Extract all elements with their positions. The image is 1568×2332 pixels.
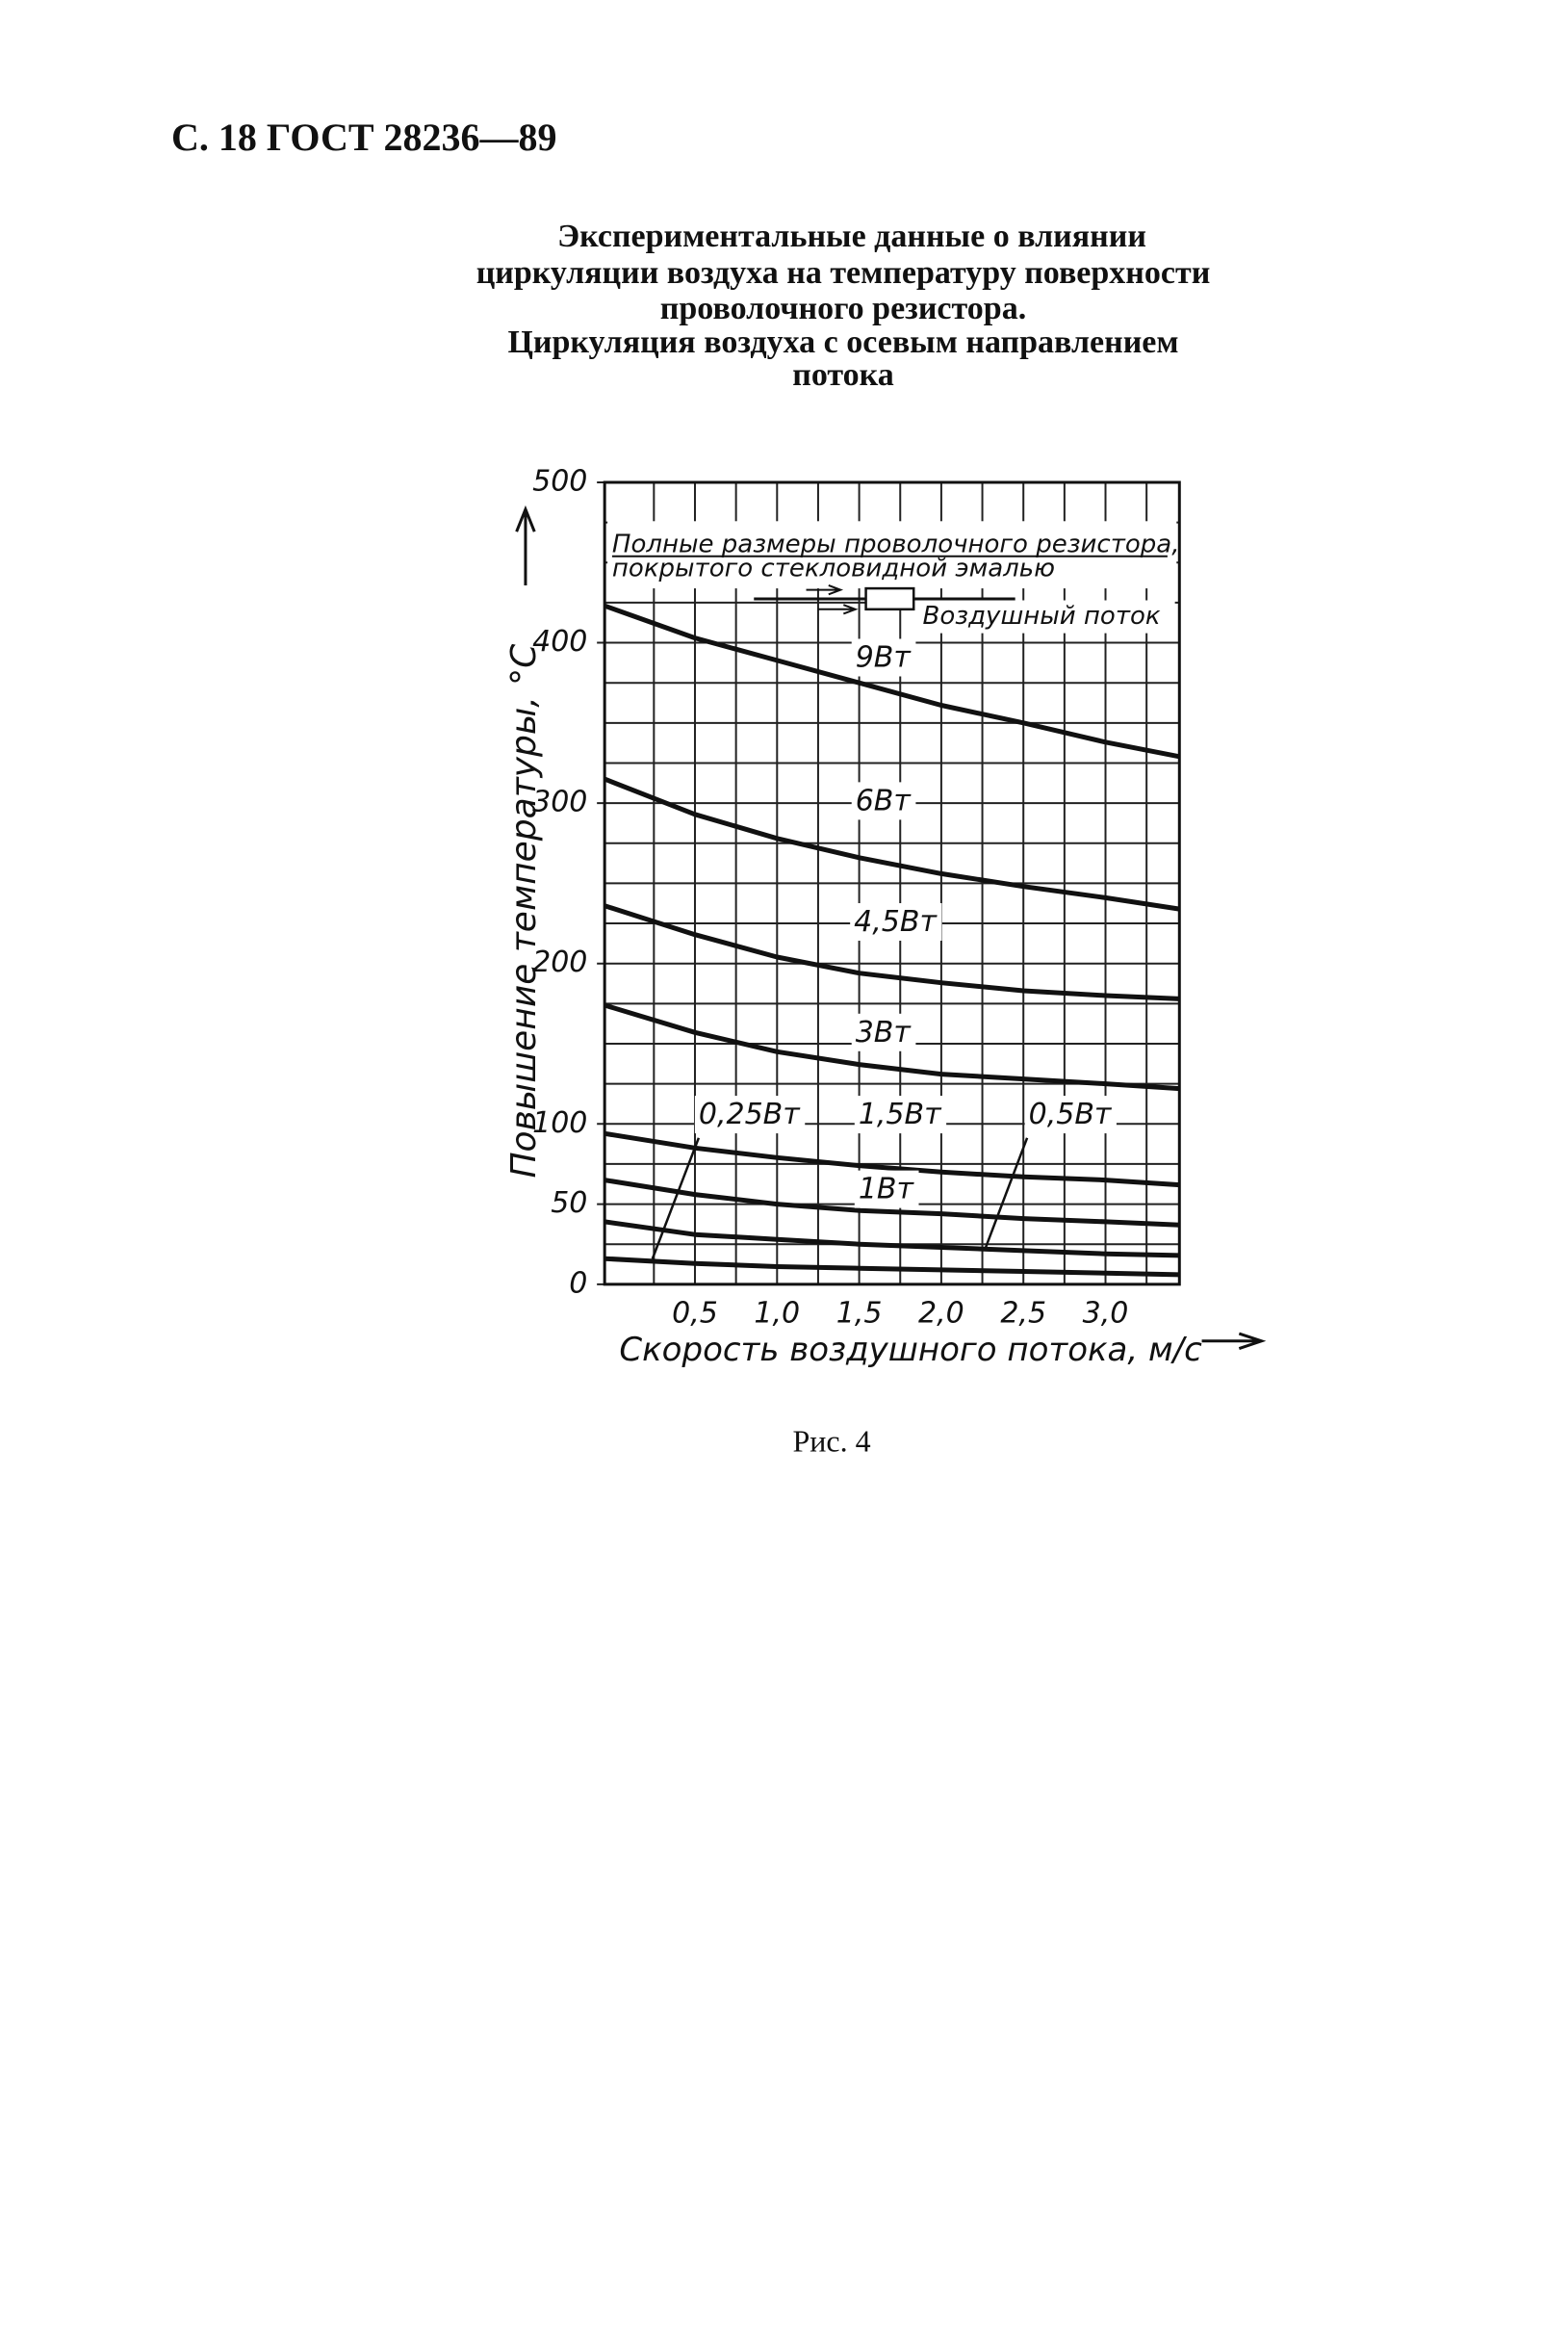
resistor-icon <box>864 586 915 611</box>
series-line <box>604 1130 1180 1188</box>
y-tick-label: 300 <box>532 786 587 819</box>
flow-arrow <box>806 584 859 615</box>
plot-frame <box>603 480 1181 1286</box>
label-background <box>851 1013 916 1051</box>
series-label: 3Вт <box>856 1016 913 1049</box>
flow-label: Воздушный поток <box>923 602 1161 631</box>
label-background <box>851 782 916 820</box>
series-label: 1Вт <box>859 1173 915 1206</box>
y-axis-label: Повышение температуры, °С <box>504 643 544 1179</box>
x-tick-label: 1,5 <box>836 1296 883 1330</box>
series-line <box>604 776 1180 912</box>
title: Экспериментальные данные о влиянии цирку… <box>476 219 1211 393</box>
y-tick-label: 500 <box>532 464 587 498</box>
label-background <box>854 1096 947 1134</box>
note-background <box>607 521 1177 589</box>
note-line: покрытого стекловидной эмалью <box>612 554 1055 583</box>
x-tick-label: 2,0 <box>918 1296 964 1330</box>
x-axis-label: Скорость воздушного потока, м/с <box>619 1331 1202 1369</box>
y-tick-label: 200 <box>532 946 587 979</box>
note-line: Полные размеры проволочного резистора, <box>612 531 1180 559</box>
series-label: 0,25Вт <box>699 1098 801 1131</box>
x-tick-label: 1,0 <box>754 1296 800 1330</box>
x-tick-label: 0,5 <box>672 1296 718 1330</box>
series-label: 9Вт <box>856 640 913 674</box>
label-background <box>850 903 942 942</box>
series-line <box>604 1178 1180 1228</box>
leader-line <box>651 1137 701 1259</box>
y-tick-label: 400 <box>532 625 587 659</box>
flow-background <box>913 600 1175 634</box>
label-background <box>1024 1096 1117 1134</box>
title-line: потока <box>792 357 893 393</box>
y-arrow <box>515 505 536 585</box>
x-tick-label: 2,5 <box>1000 1296 1046 1330</box>
x-tick-label: 3,0 <box>1083 1296 1129 1330</box>
label-background <box>694 1096 806 1134</box>
series-label: 1,5Вт <box>859 1098 942 1131</box>
caption: Рис. 4 <box>792 1423 870 1458</box>
series-label: 4,5Вт <box>854 905 938 939</box>
series-label: 0,5Вт <box>1029 1098 1113 1131</box>
title-line: Циркуляция воздуха с осевым направлением <box>507 324 1178 360</box>
series-line <box>604 1002 1180 1092</box>
x-arrow <box>1201 1332 1267 1350</box>
title-line: циркуляции воздуха на температуру поверх… <box>476 255 1211 291</box>
series-line <box>604 1219 1180 1258</box>
title-line: проволочного резистора. <box>660 291 1026 326</box>
y-tick-label: 0 <box>569 1266 587 1300</box>
series-label: 6Вт <box>856 784 913 817</box>
series-line <box>604 603 1180 760</box>
title-line: Экспериментальные данные о влиянии <box>557 219 1146 254</box>
series-line <box>604 903 1180 1001</box>
series-line <box>604 1256 1180 1278</box>
label-background <box>854 1170 919 1208</box>
label-background <box>851 638 916 677</box>
y-tick-label: 100 <box>532 1106 587 1140</box>
leader-line <box>984 1137 1029 1250</box>
y-tick-label: 50 <box>551 1186 587 1220</box>
page-header: С. 18 ГОСТ 28236—89 <box>171 116 557 159</box>
